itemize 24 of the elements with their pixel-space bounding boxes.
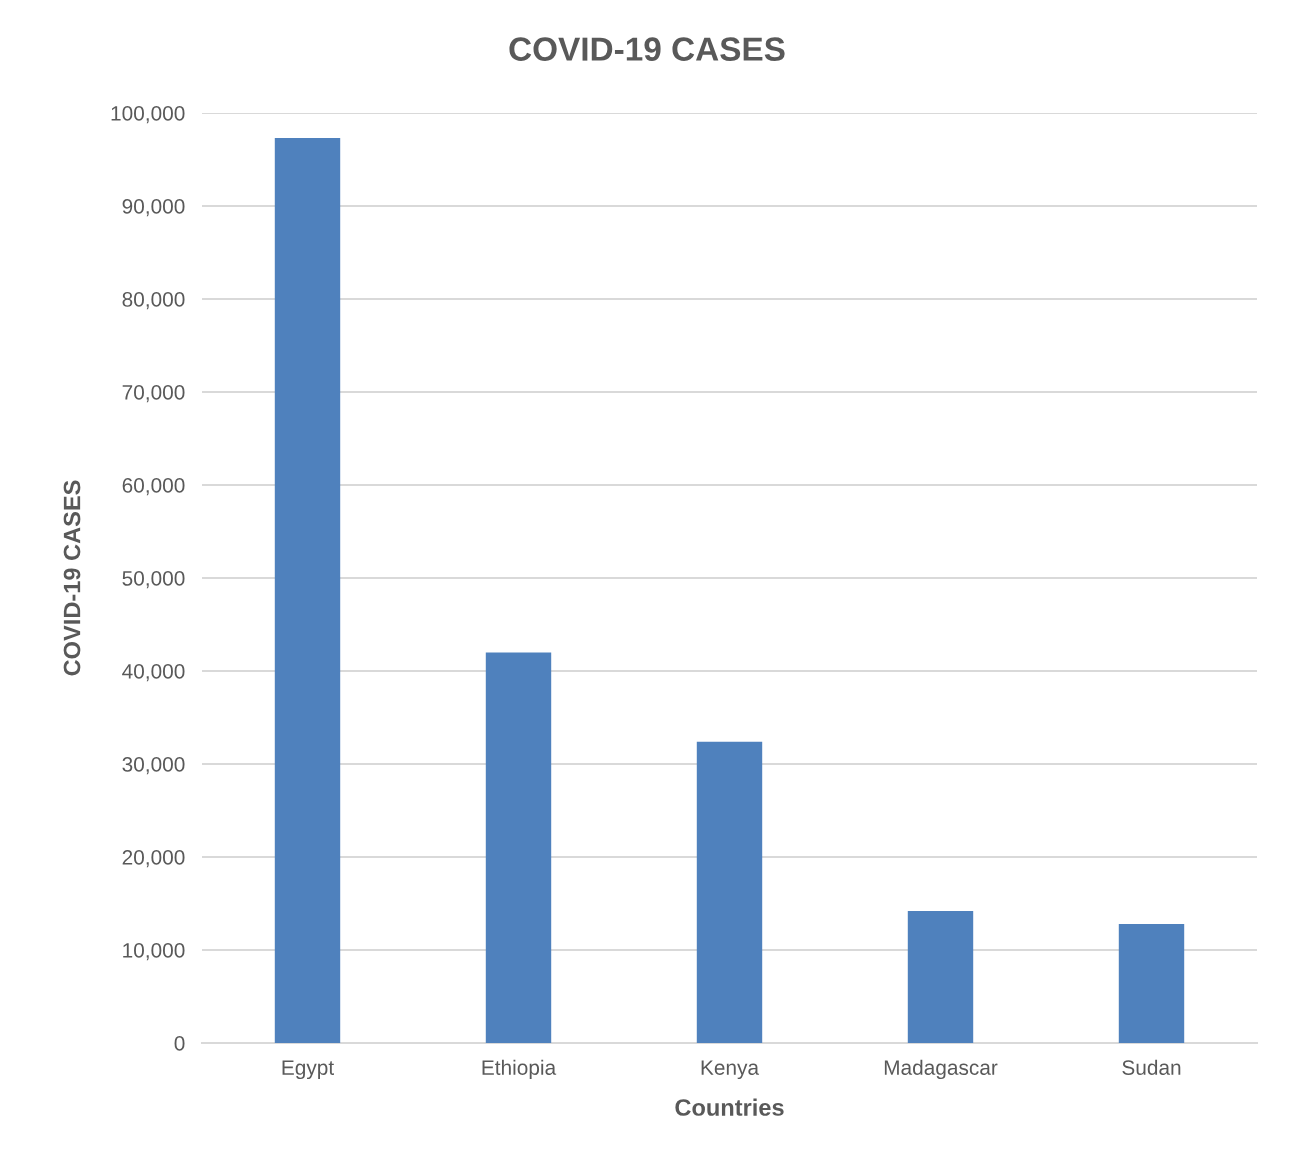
y-tick-label: 50,000 (122, 571, 185, 589)
x-tick-label: Madagascar (884, 1059, 998, 1080)
y-tick-label: 0 (174, 1036, 185, 1051)
y-tick-label: 10,000 (123, 943, 185, 961)
x-axis-title: Countries (675, 1098, 784, 1116)
y-tick-label: 60,000 (122, 478, 185, 496)
x-tick-label: Sudan (1122, 1059, 1181, 1075)
chart-title: COVID-19 CASES (509, 37, 785, 61)
bar (907, 910, 974, 1043)
bar (1118, 923, 1185, 1043)
y-tick-label: 80,000 (122, 292, 185, 310)
y-tick-label: 90,000 (122, 199, 185, 217)
y-tick-label: 70,000 (122, 385, 185, 403)
y-tick-label: 40,000 (122, 664, 185, 682)
bar (274, 138, 341, 1043)
x-tick-label: Kenya (701, 1060, 760, 1080)
x-tick-label: Ethiopia (482, 1059, 557, 1080)
x-tick-label: Egypt (282, 1060, 334, 1080)
bar (696, 741, 763, 1043)
y-tick-label: 30,000 (122, 757, 185, 775)
y-tick-label: 20,000 (122, 850, 185, 868)
y-tick-label: 100,000 (111, 106, 185, 124)
y-axis-title: COVID-19 CASES (63, 480, 81, 676)
bar (485, 652, 552, 1043)
